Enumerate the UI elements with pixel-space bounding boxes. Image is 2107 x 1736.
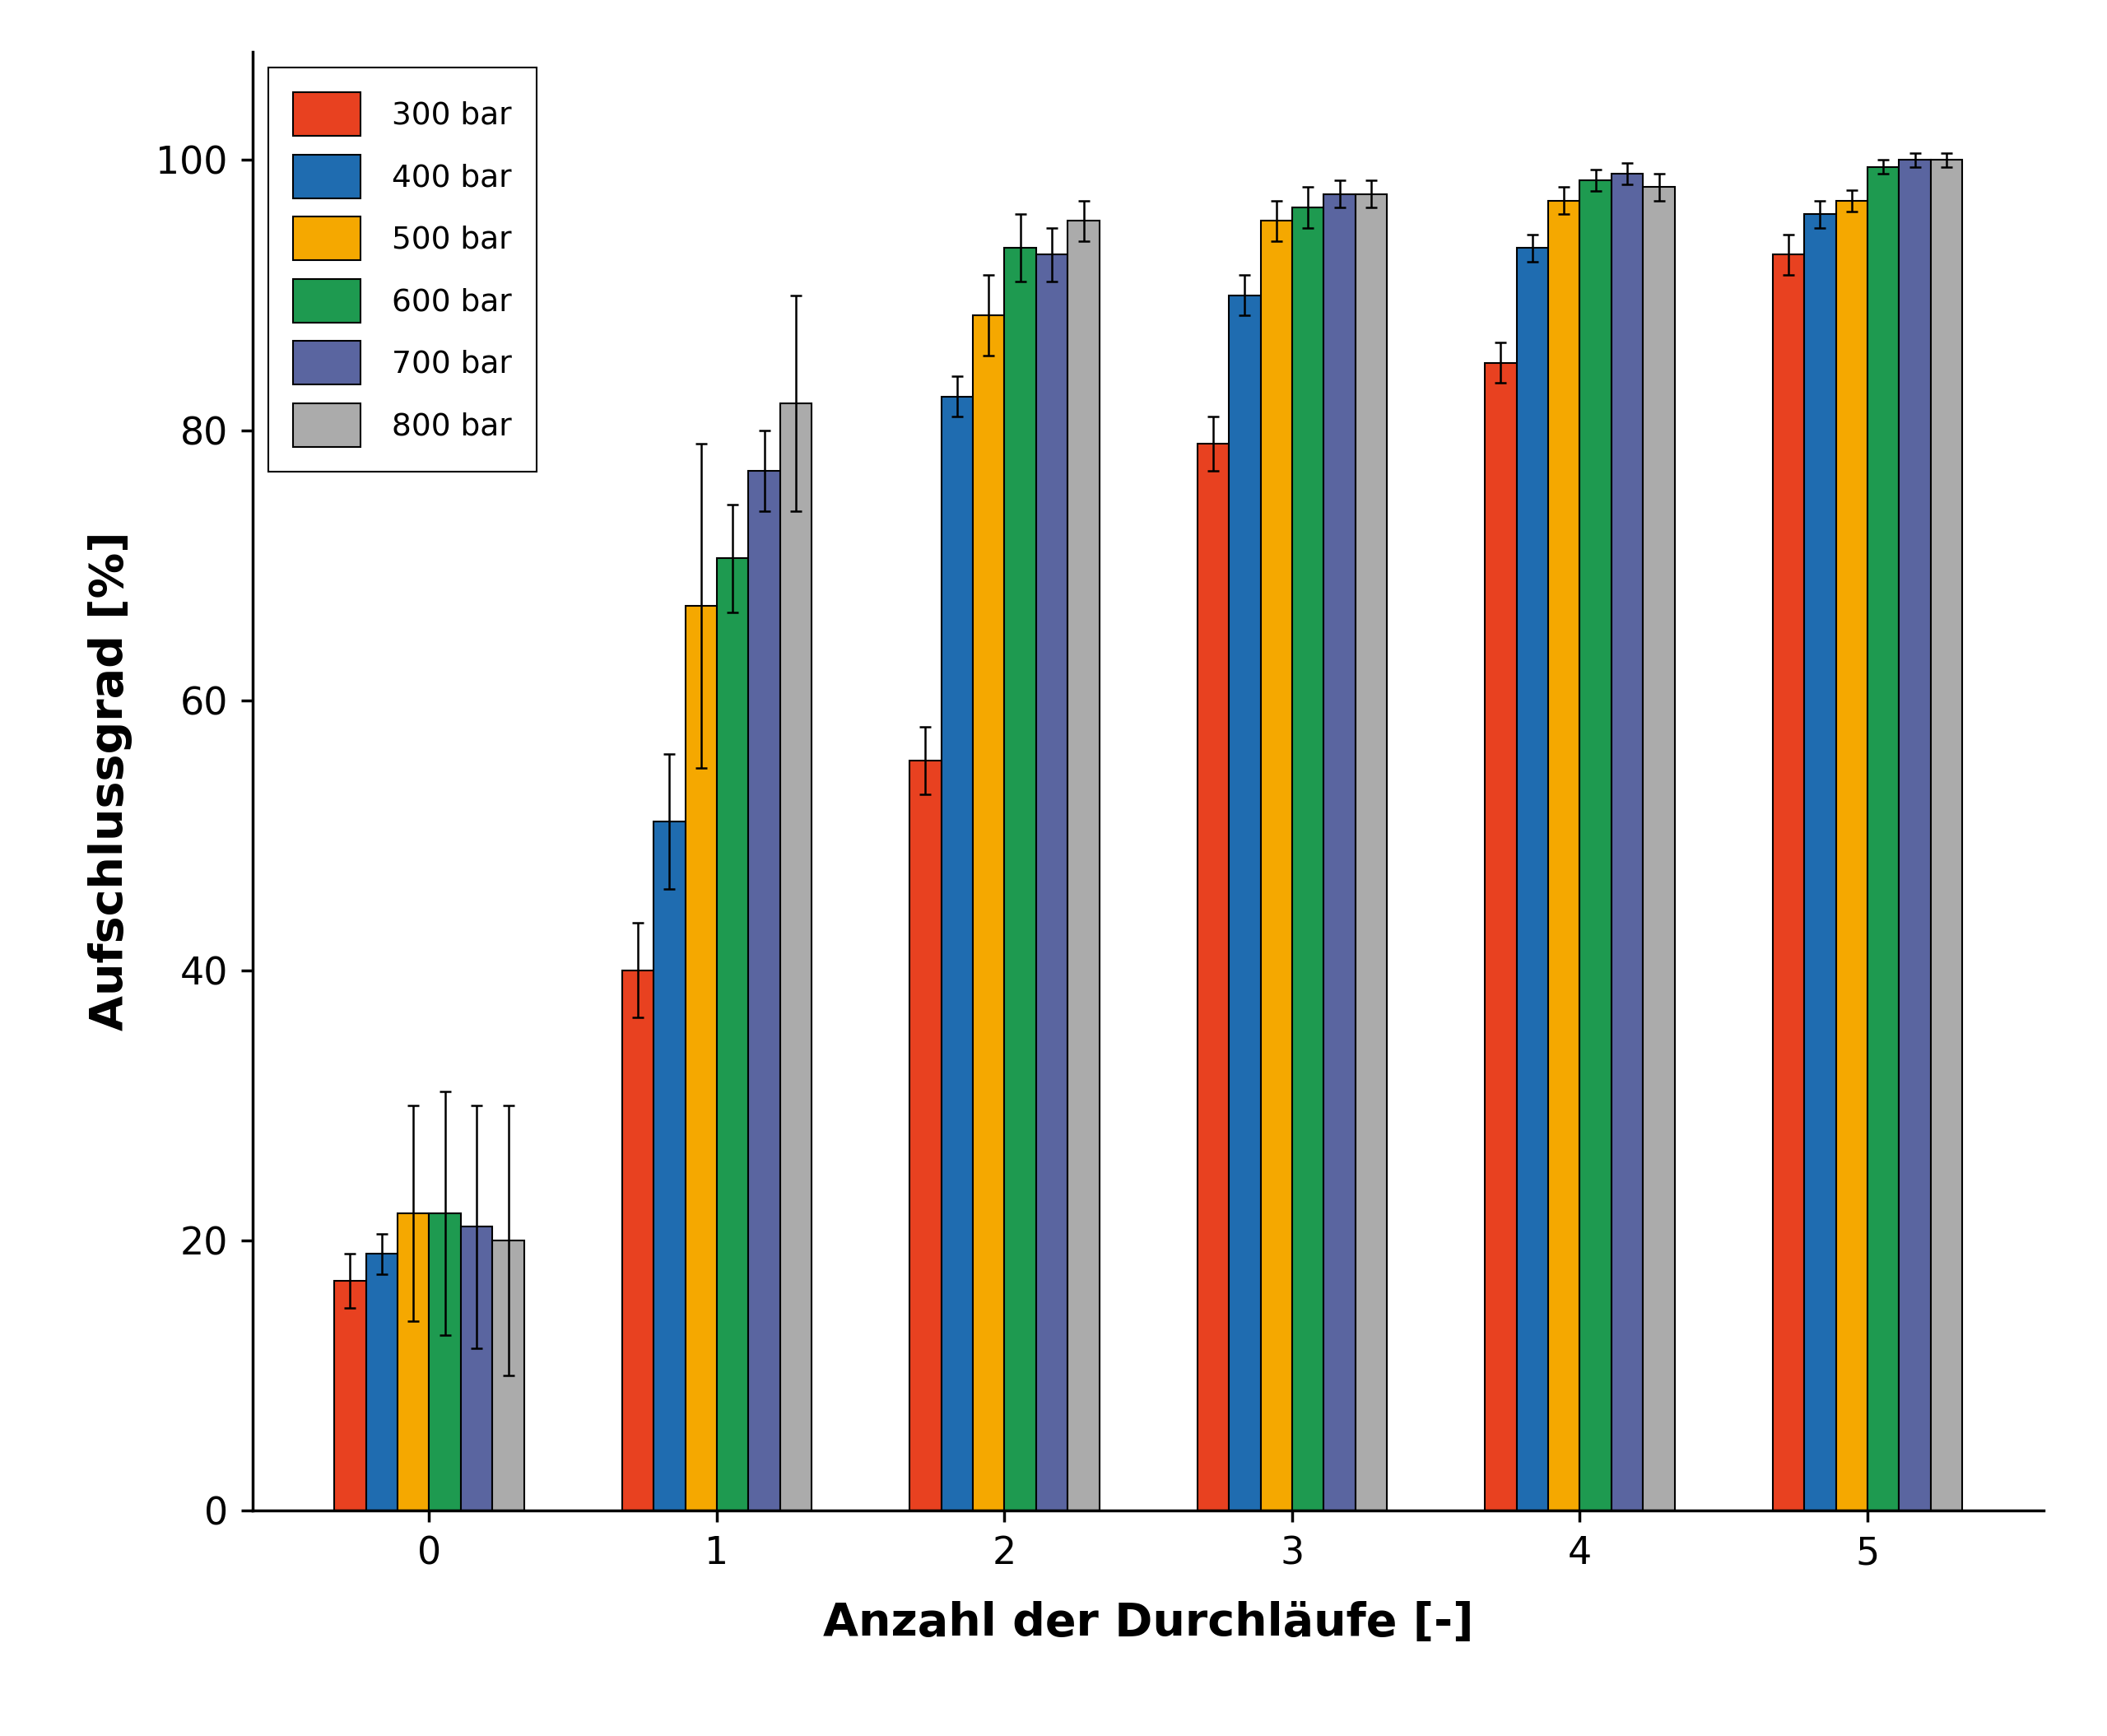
Bar [1643,187,1675,1510]
Bar [398,1213,430,1510]
Bar [1835,201,1867,1510]
Bar [1517,248,1549,1510]
Bar [973,316,1005,1510]
X-axis label: Anzahl der Durchläufe [-]: Anzahl der Durchläufe [-] [824,1601,1473,1646]
Bar [910,760,942,1510]
Y-axis label: Aufschlussgrad [%]: Aufschlussgrad [%] [88,531,133,1031]
Bar [493,1240,525,1510]
Bar [1068,220,1100,1510]
Bar [1292,207,1323,1510]
Bar [1228,295,1260,1510]
Bar [1549,201,1580,1510]
Bar [1197,444,1228,1510]
Bar [748,470,780,1510]
Bar [367,1253,398,1510]
Bar [335,1281,367,1510]
Bar [1898,160,1930,1510]
Bar [716,559,748,1510]
Bar [1485,363,1517,1510]
Bar [1804,214,1835,1510]
Bar [461,1227,493,1510]
Bar [1772,255,1804,1510]
Bar [1260,220,1292,1510]
Bar [780,403,811,1510]
Bar [942,396,973,1510]
Bar [1580,181,1612,1510]
Bar [1005,248,1037,1510]
Legend: 300 bar, 400 bar, 500 bar, 600 bar, 700 bar, 800 bar: 300 bar, 400 bar, 500 bar, 600 bar, 700 … [268,68,537,472]
Bar [430,1213,461,1510]
Bar [1355,194,1386,1510]
Bar [1930,160,1962,1510]
Bar [1612,174,1643,1510]
Bar [685,606,716,1510]
Bar [622,970,653,1510]
Bar [1867,167,1898,1510]
Bar [653,821,685,1510]
Bar [1037,255,1068,1510]
Bar [1323,194,1355,1510]
